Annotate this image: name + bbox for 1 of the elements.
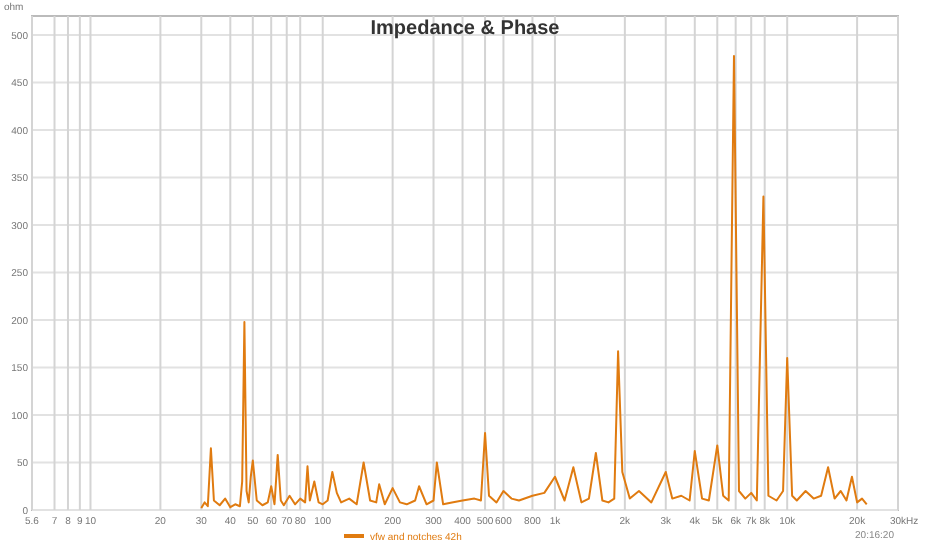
chart-title: Impedance & Phase	[370, 18, 561, 40]
